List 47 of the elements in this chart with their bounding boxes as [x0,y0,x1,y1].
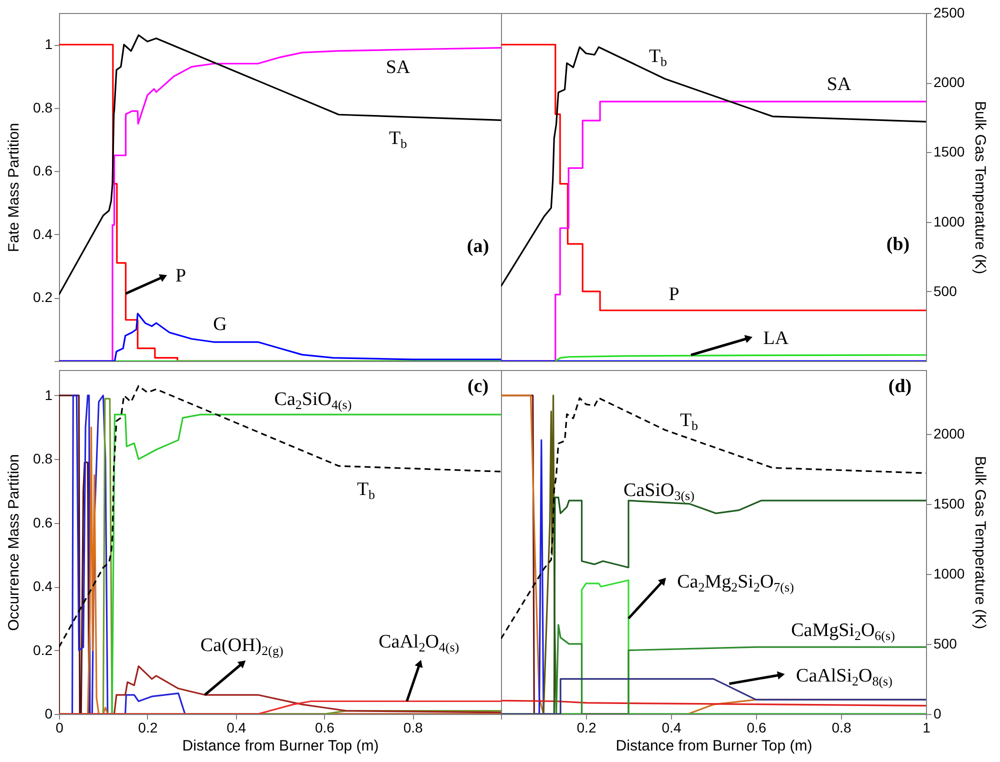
y2-tick-label: 1000 [934,565,965,582]
y2-axis-title: Bulk Gas Temperature (K) [972,456,988,630]
annotation: P [668,284,680,305]
annotation: G [213,314,228,335]
y2-tick-label: 1500 [934,144,965,160]
x-axis-title: Distance from Burner Top (m) [616,738,812,754]
y-tick-label: 0.4 [33,578,53,594]
y-tick-label: 0.4 [33,226,53,242]
chart-title: (d) [888,376,912,397]
y2-tick-label: 2000 [934,425,965,442]
x-axis-title: Distance from Burner Top (m) [182,738,379,754]
x-tick-label: 0.6 [746,720,766,736]
annotation: LA [763,328,789,349]
y-tick-label: 0.6 [33,162,53,179]
annotation: SA [826,74,852,95]
x-tick-label: 0.8 [832,720,852,736]
x-tick-label: 0.8 [403,720,424,736]
x-tick-label: 0.6 [314,720,335,736]
chart-title: (c) [467,376,489,397]
y2-axis-title: Bulk Gas Temperature (K) [972,100,988,274]
y2-tick-label: 500 [934,282,958,299]
y-axis-title: Occurrence Mass Partition [6,454,22,631]
y2-tick-label: 0 [934,706,942,722]
x-tick-label: 0.2 [138,720,158,736]
y2-tick-label: 2500 [934,4,965,20]
x-tick-label: 0.2 [576,720,596,736]
y-tick-label: 0.6 [33,514,53,530]
y2-tick-label: 2000 [934,74,965,90]
x-tick-label: 0.4 [662,720,682,736]
y-tick-label: 0.2 [33,642,53,658]
y2-tick-label: 1500 [934,495,965,512]
text: (b) [886,234,910,255]
y-tick-label: 0.8 [33,450,53,467]
y-tick-label: 0.8 [33,99,53,116]
x-tick-label: 0 [56,720,64,736]
y-tick-label: 0 [44,706,53,722]
x-tick-label: 0.4 [226,720,246,736]
annotation: P [175,266,186,287]
y-tick-label: 0.2 [33,289,53,306]
x-tick-label: 1 [922,720,931,736]
annotation: SA [386,57,410,78]
y2-tick-label: 500 [934,635,958,652]
y2-tick-label: 1000 [934,213,965,230]
y-axis-title: Fate Mass Partition [6,122,22,252]
y-tick-label: 1 [44,386,53,403]
text: (a) [466,236,490,257]
y-tick-label: 1 [44,36,53,52]
